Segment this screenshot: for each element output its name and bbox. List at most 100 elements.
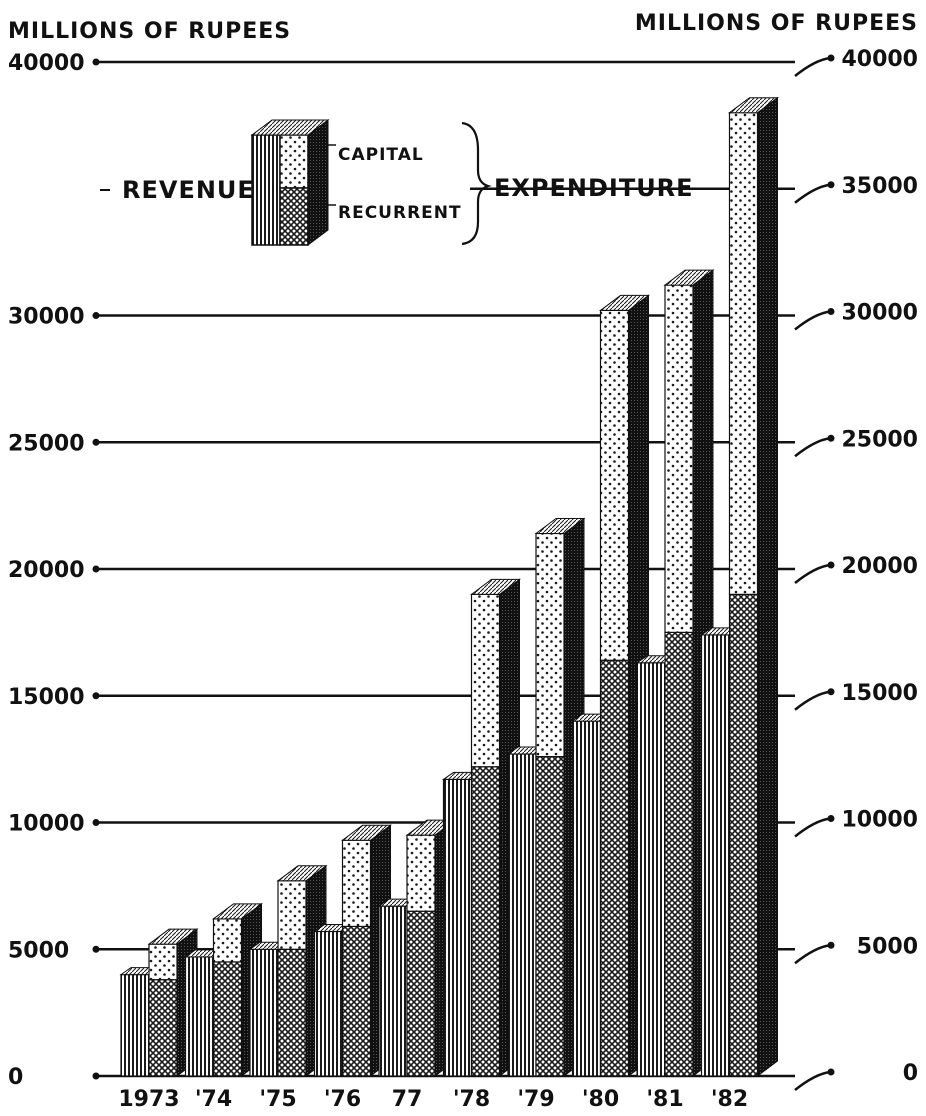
right-tick-dot [827, 561, 835, 569]
gridline-dot [92, 565, 100, 573]
x-tick-label: '78 [453, 1087, 490, 1112]
right-tick-dot [827, 181, 835, 189]
bar-capital [341, 839, 372, 928]
bar-recurrent [277, 948, 307, 1077]
bar-revenue [313, 930, 344, 1077]
bar-recurrent [599, 659, 630, 1077]
bar-revenue-top [183, 949, 214, 958]
left-tick-label: 25000 [8, 431, 85, 456]
x-tick-label: '79 [517, 1087, 554, 1112]
x-tick-labels: 1973 '74 '75 '76 77 '78 '79 '80 '81 '82 [118, 1087, 748, 1112]
right-tick-connector [794, 1070, 831, 1091]
gridline-dot [92, 438, 100, 446]
bar-revenue [184, 956, 215, 1077]
bar-capital [406, 834, 436, 912]
bar-revenue [120, 973, 150, 1077]
right-tick-connector [794, 817, 831, 838]
x-tick-label: '74 [195, 1087, 232, 1112]
legend-box-top [250, 119, 330, 136]
right-tick-dot [827, 1068, 835, 1076]
bar-revenue-top [441, 771, 472, 780]
bar-revenue-top [699, 627, 730, 636]
bar-capital [148, 943, 178, 981]
bar-revenue [249, 948, 279, 1077]
bar-capital [470, 593, 501, 768]
bar-revenue [507, 753, 537, 1077]
right-tick-dot [827, 308, 835, 315]
right-tick-label: 10000 [841, 808, 918, 833]
bar-revenue-top [312, 924, 343, 933]
right-tick-label: 25000 [841, 427, 918, 452]
right-tick-label: 5000 [857, 934, 918, 959]
right-tick-dot [827, 941, 835, 949]
legend: REVENUE CAPITAL RECURRENT EXPENDITURE [0, 100, 694, 250]
bar-revenue [378, 905, 408, 1077]
legend-capital-label: CAPITAL [338, 145, 424, 165]
legend-recurrent-swatch [279, 187, 309, 246]
right-tick-connector [794, 437, 831, 458]
bar-recurrent [470, 766, 501, 1077]
legend-revenue-swatch [251, 134, 281, 246]
right-tick-connector [794, 690, 831, 711]
left-tick-label: 0 [8, 1065, 23, 1090]
x-tick-label: '75 [259, 1087, 296, 1112]
gridline-dot [92, 1072, 100, 1080]
bar-top-face [534, 518, 586, 535]
right-tick-label: 15000 [841, 681, 918, 706]
right-tick-connector [794, 56, 831, 77]
legend-recurrent-label: RECURRENT [338, 203, 462, 223]
bar-side-face [757, 96, 778, 1077]
bar-recurrent [148, 979, 178, 1077]
x-tick-label: '80 [582, 1087, 619, 1112]
bar-recurrent [212, 961, 243, 1077]
right-tick-label: 35000 [841, 174, 918, 199]
right-tick-connector [794, 183, 831, 204]
right-tick-connector [794, 563, 831, 584]
right-tick-dot [827, 688, 835, 696]
gridline-dot [92, 692, 100, 700]
legend-revenue-label: REVENUE [122, 176, 255, 204]
bar-recurrent [664, 631, 694, 1077]
bar-capital [535, 532, 565, 758]
bar-revenue-top [119, 967, 150, 976]
bar-capital [277, 880, 307, 950]
right-tick-dot [827, 54, 835, 62]
bar-revenue-top [506, 746, 537, 755]
legend-box-side [307, 119, 329, 246]
legend-expenditure-label: EXPENDITURE [494, 174, 694, 202]
bar-capital [664, 284, 694, 633]
bar-recurrent [728, 593, 759, 1077]
legend-brace-icon [461, 121, 492, 246]
bar-revenue [442, 778, 473, 1077]
bar-capital [599, 309, 630, 661]
bar-group [699, 96, 779, 1077]
bar-top-face [276, 865, 328, 882]
bar-capital [212, 918, 243, 963]
right-tick-label: 30000 [841, 301, 918, 326]
gridline-dot [92, 312, 100, 319]
bar-revenue [700, 634, 731, 1077]
bar-capital [728, 112, 759, 595]
x-tick-label: '81 [646, 1087, 683, 1112]
left-tick-label: 5000 [8, 938, 69, 963]
right-tick-label: 20000 [841, 554, 918, 579]
right-tick-label: 40000 [841, 47, 918, 72]
right-tick-labels: 0 5000 10000 15000 20000 25000 30000 35000 40000 [841, 47, 918, 1086]
right-axis-title: MILLIONS OF RUPEES [635, 11, 918, 36]
left-tick-label: 20000 [8, 558, 85, 583]
bar-top-face [663, 269, 715, 286]
bars [119, 96, 779, 1077]
legend-capital-swatch [279, 134, 309, 189]
bar-revenue [636, 662, 666, 1077]
left-tick-label: 15000 [8, 685, 85, 710]
legend-background [0, 100, 470, 250]
x-tick-label: '82 [711, 1087, 748, 1112]
gridline-dot [92, 945, 100, 953]
bar-recurrent [341, 925, 372, 1077]
right-tick-connector [794, 944, 831, 965]
bar-revenue-top [377, 898, 408, 907]
bar-revenue-top [635, 655, 666, 664]
gridline-dot [92, 819, 100, 826]
bar-top-face [341, 824, 392, 841]
